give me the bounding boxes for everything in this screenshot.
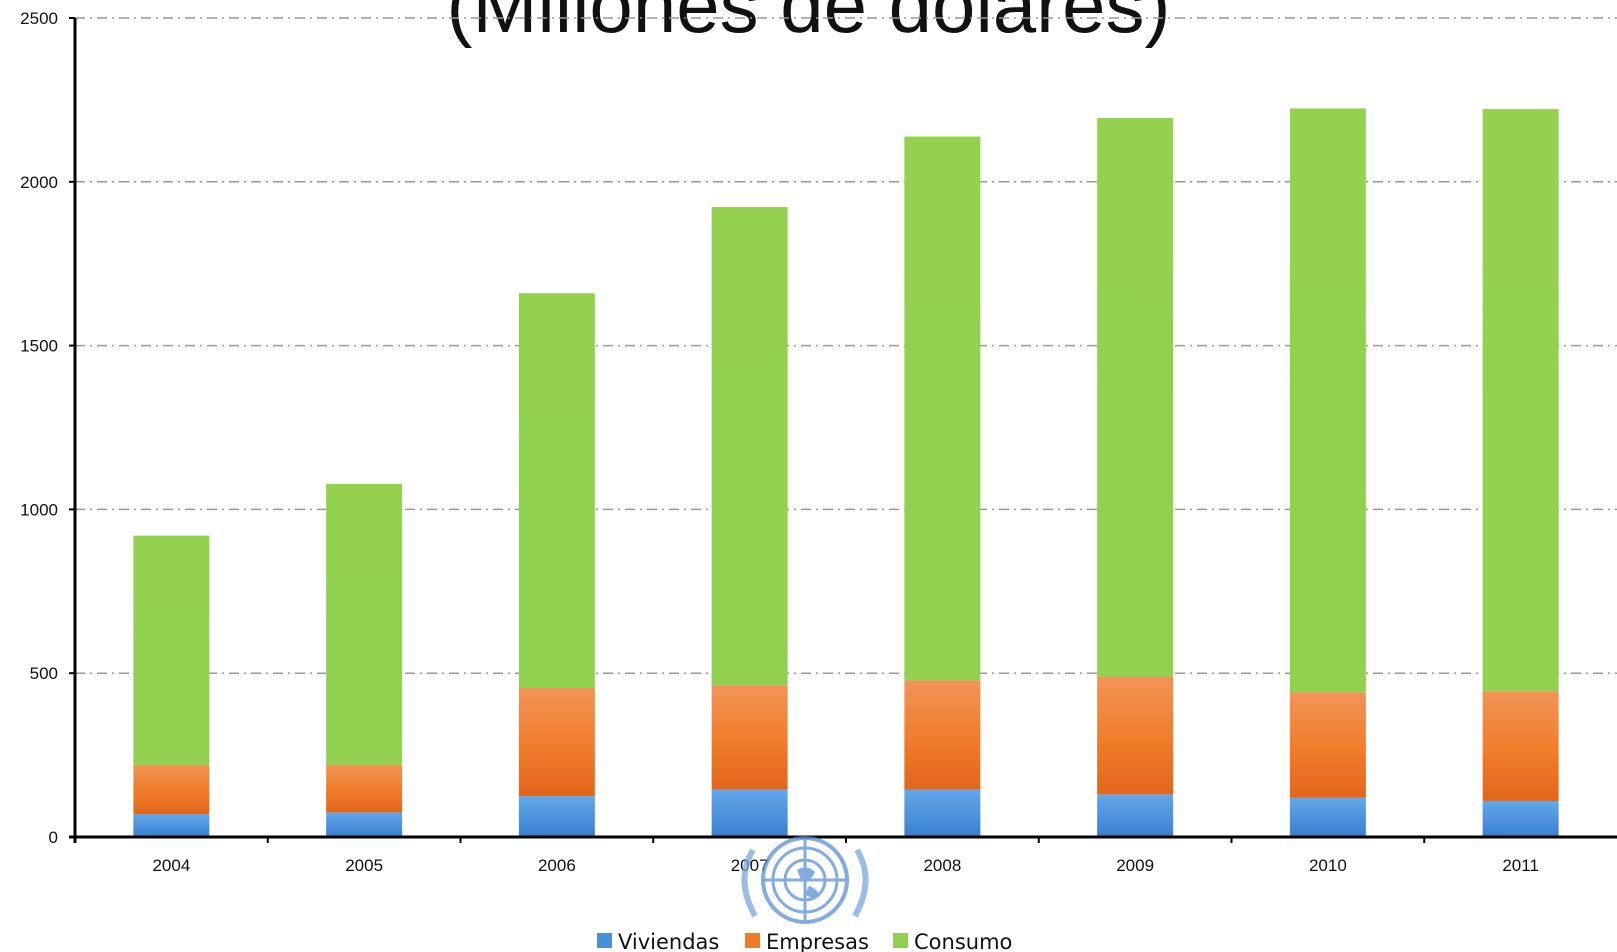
bar-empresas-2005 bbox=[326, 764, 403, 813]
y-tick-label: 1500 bbox=[20, 337, 58, 356]
x-tick-label: 2004 bbox=[152, 856, 190, 875]
bar-empresas-2010 bbox=[1289, 692, 1366, 798]
bar-viviendas-2005 bbox=[326, 812, 403, 837]
legend-swatch-empresas bbox=[745, 933, 760, 948]
bar-empresas-2009 bbox=[1097, 676, 1174, 795]
bar-consumo-2006 bbox=[518, 293, 595, 688]
legend-swatch-consumo bbox=[893, 933, 908, 948]
bar-consumo-2010 bbox=[1289, 108, 1366, 693]
bar-viviendas-2011 bbox=[1482, 800, 1559, 837]
x-tick-label: 2006 bbox=[538, 856, 576, 875]
y-tick-label: 2500 bbox=[20, 9, 58, 28]
x-tick-label: 2007 bbox=[731, 856, 769, 875]
bar-consumo-2008 bbox=[904, 136, 981, 681]
bar-consumo-2005 bbox=[326, 483, 403, 765]
x-tick-label: 2010 bbox=[1309, 856, 1347, 875]
legend-label-viviendas: Viviendas bbox=[618, 930, 719, 952]
y-tick-label: 0 bbox=[49, 828, 58, 847]
bar-empresas-2011 bbox=[1482, 691, 1559, 801]
x-tick-label: 2009 bbox=[1116, 856, 1154, 875]
x-tick-label: 2011 bbox=[1502, 856, 1539, 875]
y-tick-label: 2000 bbox=[20, 173, 58, 192]
grid-lines bbox=[75, 17, 1617, 674]
x-tick-label: 2008 bbox=[923, 856, 961, 875]
bar-viviendas-2004 bbox=[133, 814, 210, 837]
bar-empresas-2004 bbox=[133, 764, 210, 815]
bar-empresas-2007 bbox=[711, 685, 788, 790]
legend-label-empresas: Empresas bbox=[766, 930, 869, 952]
bars bbox=[133, 108, 1559, 837]
y-tick-label: 500 bbox=[30, 664, 58, 683]
legend-label-consumo: Consumo bbox=[914, 930, 1012, 952]
y-tick-label: 1000 bbox=[20, 500, 58, 519]
bar-empresas-2006 bbox=[518, 687, 595, 797]
bar-viviendas-2007 bbox=[711, 789, 788, 837]
bar-consumo-2009 bbox=[1097, 117, 1174, 677]
bar-consumo-2011 bbox=[1482, 109, 1559, 692]
bar-viviendas-2009 bbox=[1097, 794, 1174, 837]
chart-title-area: (Millones de dólares) bbox=[0, 0, 1617, 60]
bar-viviendas-2006 bbox=[518, 796, 595, 837]
bar-viviendas-2008 bbox=[904, 789, 981, 837]
legend-swatch-viviendas bbox=[597, 933, 612, 948]
bar-consumo-2007 bbox=[711, 207, 788, 686]
x-tick-label: 2005 bbox=[345, 856, 383, 875]
legend: Viviendas Empresas Consumo bbox=[597, 930, 1012, 952]
bar-consumo-2004 bbox=[133, 535, 210, 765]
bar-viviendas-2010 bbox=[1289, 797, 1366, 837]
bar-empresas-2008 bbox=[904, 680, 981, 790]
chart-title: (Millones de dólares) bbox=[446, 0, 1171, 49]
axes: 0 500 1000 1500 2000 2500 2004 2005 2006 2007 2008… bbox=[20, 9, 1617, 875]
un-emblem-logo bbox=[741, 836, 869, 924]
